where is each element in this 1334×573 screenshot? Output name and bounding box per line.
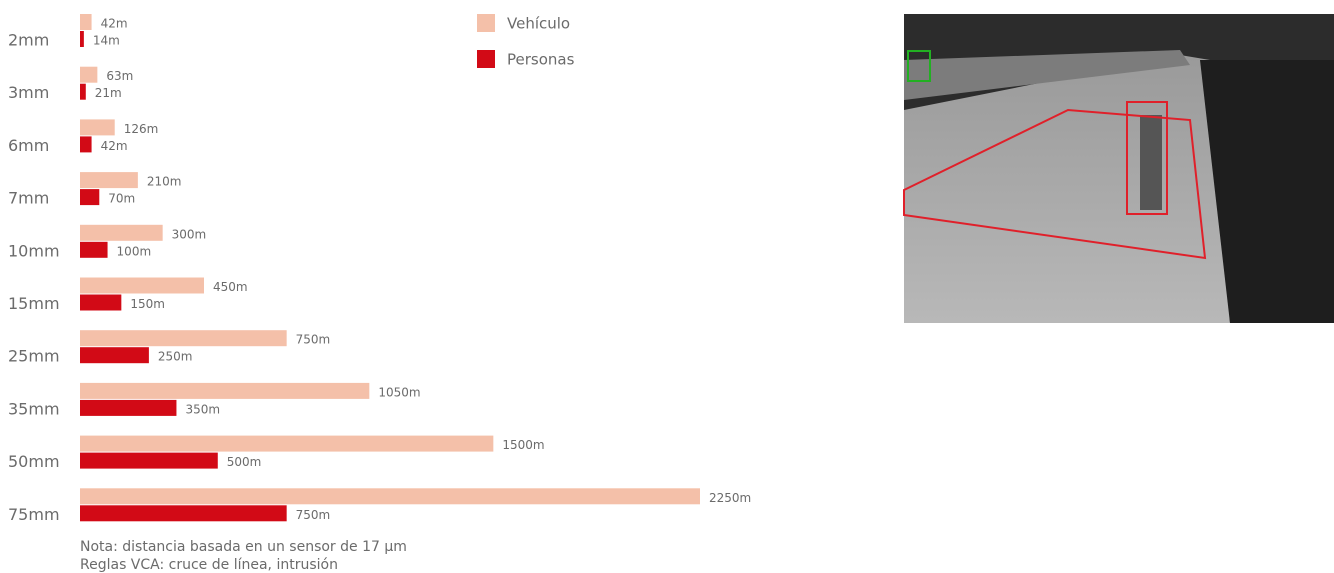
category-label: 7mm xyxy=(8,189,49,208)
category-label: 6mm xyxy=(8,136,49,155)
value-label: 750m xyxy=(296,333,331,347)
category-label: 2mm xyxy=(8,31,49,50)
value-label: 1500m xyxy=(502,438,544,452)
bar xyxy=(80,347,149,364)
bar xyxy=(80,172,138,189)
value-label: 750m xyxy=(296,508,331,522)
bar xyxy=(80,294,122,311)
bar xyxy=(80,14,92,30)
bar xyxy=(80,241,108,258)
bar xyxy=(80,66,98,83)
value-label: 70m xyxy=(108,192,135,206)
bar xyxy=(80,435,494,452)
note: Nota: distancia basada en un sensor de 1… xyxy=(80,539,407,555)
category-label: 10mm xyxy=(8,241,60,260)
bar xyxy=(80,224,163,241)
category-label: 75mm xyxy=(8,505,60,524)
category-label: 35mm xyxy=(8,399,60,418)
value-label: 42m xyxy=(101,139,128,153)
category-label: 25mm xyxy=(8,347,60,366)
value-label: 350m xyxy=(185,402,220,416)
bar xyxy=(80,382,370,399)
value-label: 63m xyxy=(106,69,133,83)
value-label: 450m xyxy=(213,280,248,294)
value-label: 250m xyxy=(158,350,193,364)
legend-label: Vehículo xyxy=(507,15,570,33)
bar xyxy=(80,136,92,153)
category-label: 15mm xyxy=(8,294,60,313)
value-label: 42m xyxy=(101,17,128,31)
value-label: 126m xyxy=(124,122,159,136)
value-label: 150m xyxy=(130,297,165,311)
category-label: 3mm xyxy=(8,83,49,102)
thermal-image xyxy=(903,14,1334,323)
bar xyxy=(80,488,700,505)
value-label: 14m xyxy=(93,34,120,48)
bar xyxy=(80,83,86,100)
category-label: 50mm xyxy=(8,452,60,471)
value-label: 210m xyxy=(147,175,182,189)
bar xyxy=(80,189,100,206)
note: Reglas VCA: cruce de línea, intrusión xyxy=(80,557,338,573)
bar xyxy=(80,399,177,416)
bar xyxy=(80,505,287,522)
value-label: 500m xyxy=(227,455,262,469)
bar xyxy=(80,330,287,347)
value-label: 2250m xyxy=(709,491,751,505)
value-label: 300m xyxy=(172,227,207,241)
bar xyxy=(80,277,204,294)
value-label: 1050m xyxy=(378,385,420,399)
value-label: 100m xyxy=(117,244,152,258)
legend-swatch xyxy=(477,50,495,68)
legend-label: Personas xyxy=(507,51,575,69)
legend-swatch xyxy=(477,14,495,32)
bar xyxy=(80,452,218,469)
bar xyxy=(80,119,115,136)
bar xyxy=(80,31,84,47)
value-label: 21m xyxy=(95,86,122,100)
